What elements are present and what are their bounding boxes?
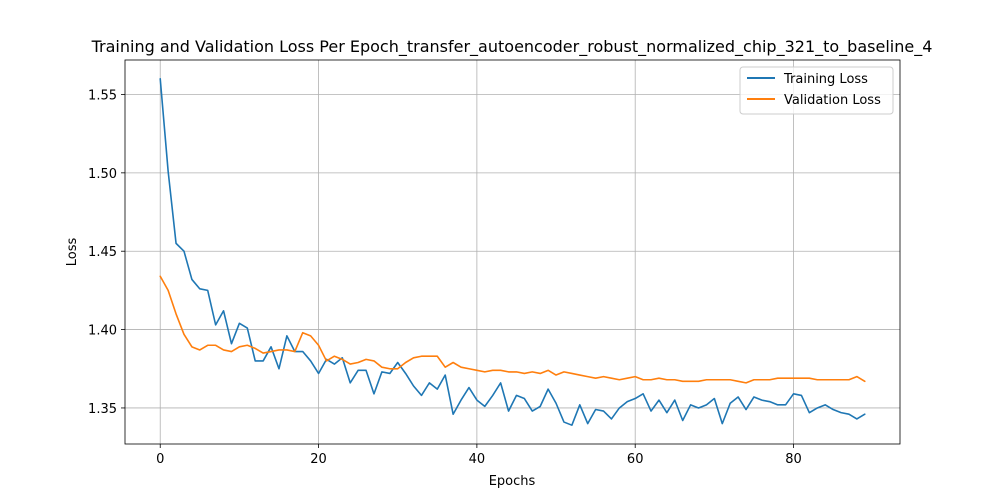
x-tick-label: 20 — [310, 452, 327, 467]
x-tick-label: 80 — [785, 452, 802, 467]
x-axis-ticks: 0 20 40 60 80 — [156, 444, 802, 467]
x-tick-label: 60 — [627, 452, 644, 467]
plot-frame — [124, 59, 901, 445]
x-tick-label: 40 — [469, 452, 486, 467]
grid-lines — [125, 60, 900, 444]
legend-box — [739, 66, 894, 115]
y-tick-label: 1.45 — [88, 245, 117, 260]
legend-label-validation-loss: Validation Loss — [784, 93, 881, 108]
x-tick-label: 0 — [156, 452, 164, 467]
legend: Training Loss Validation Loss — [739, 66, 894, 115]
x-axis-label: Epochs — [489, 474, 536, 489]
y-axis-label: Loss — [65, 238, 80, 267]
y-axis-ticks: 1.35 1.40 1.45 1.50 1.55 — [88, 88, 125, 417]
y-tick-label: 1.40 — [88, 324, 117, 339]
legend-label-training-loss: Training Loss — [783, 72, 868, 87]
y-tick-label: 1.55 — [88, 88, 117, 103]
y-tick-label: 1.35 — [88, 402, 117, 417]
series-line-training-loss — [159, 78, 866, 426]
series-lines — [159, 78, 866, 426]
y-tick-label: 1.50 — [88, 167, 117, 182]
series-line-validation-loss — [159, 275, 866, 384]
chart-title: Training and Validation Loss Per Epoch_t… — [91, 37, 933, 57]
